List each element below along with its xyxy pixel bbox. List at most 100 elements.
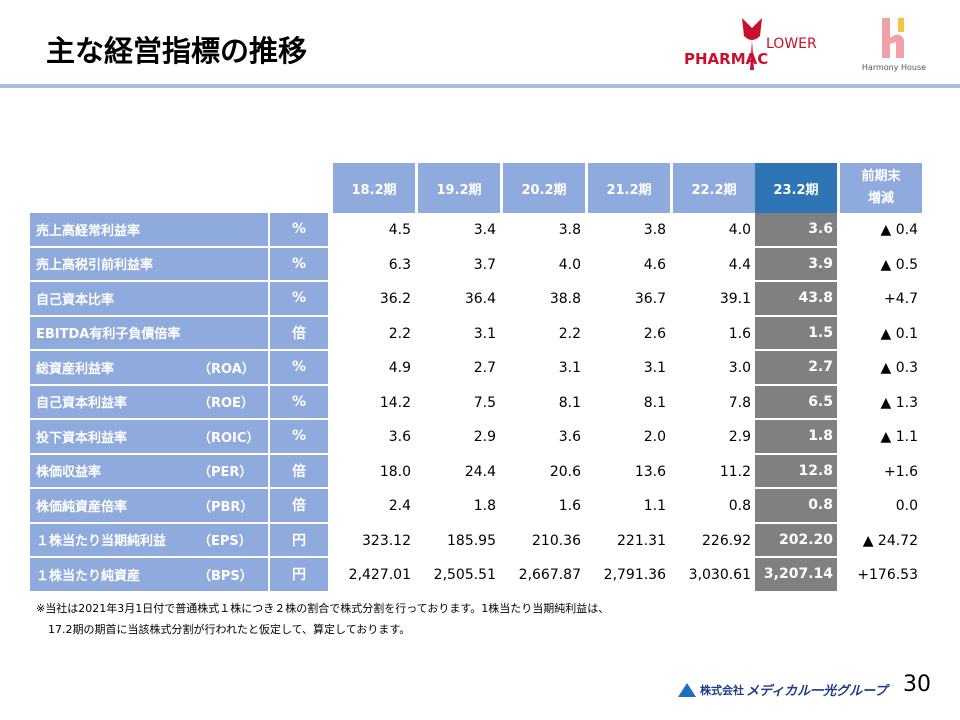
header-line: 増減 — [867, 191, 894, 206]
column-header: 22.2期 — [673, 163, 755, 213]
value-cell: 24.4 — [464, 463, 496, 480]
unit: % — [268, 282, 328, 317]
change-cell: ▲ 0.1 — [880, 325, 918, 342]
value-cell: 36.2 — [379, 291, 411, 308]
unit: 倍 — [268, 316, 328, 351]
column-header: 前期末 増減 — [840, 163, 922, 213]
value-cell: 2.0 — [643, 429, 666, 446]
label-abbr: （EPS） — [198, 534, 252, 550]
value-cell: 3.1 — [558, 360, 581, 377]
change-cell: ▲ 0.4 — [880, 222, 918, 239]
label-text: 投下資本利益率 — [36, 430, 128, 446]
change-cell: +4.7 — [884, 291, 918, 308]
page-number: 30 — [903, 672, 931, 697]
value-cell: 6.5 — [755, 385, 837, 420]
value-cell: 4.0 — [558, 256, 581, 273]
value-cell: 14.2 — [379, 394, 411, 411]
value-cell: 2,505.51 — [433, 567, 496, 584]
company-name: メディカル一光グループ — [746, 684, 888, 699]
value-cell: 3,030.61 — [688, 567, 751, 584]
change-cell: +176.53 — [857, 567, 918, 584]
value-cell: 1.6 — [728, 325, 751, 342]
label-text: EBITDA有利子負債倍率 — [36, 327, 181, 343]
footnote-line: 17.2期の期首に当該株式分割が行われたと仮定して、算定しております。 — [48, 623, 411, 636]
value-cell: 202.20 — [755, 523, 837, 558]
value-cell: 2.2 — [558, 325, 581, 342]
value-cell: 185.95 — [447, 532, 496, 549]
label-abbr: （ROE） — [198, 396, 254, 412]
value-cell: 2.6 — [643, 325, 666, 342]
label-abbr: （ROIC） — [198, 430, 260, 446]
value-cell: 210.36 — [532, 532, 581, 549]
value-cell: 4.5 — [388, 222, 411, 239]
value-cell: 226.92 — [702, 532, 751, 549]
footnote-line: ※当社は2021年3月1日付で普通株式１株につき２株の割合で株式分割を行っており… — [36, 602, 610, 615]
company-prefix: 株式会社 — [700, 683, 744, 697]
label-text: 総資産利益率 — [36, 361, 115, 377]
pharmaclower-logo: PHARMAC LOWER — [684, 18, 817, 70]
value-cell: 2.4 — [388, 498, 411, 515]
value-cell: 0.8 — [755, 489, 837, 524]
unit: 円 — [268, 523, 328, 558]
company-mark — [678, 682, 696, 697]
value-cell: 13.6 — [634, 463, 666, 480]
harmony-logo: Harmony House — [862, 18, 926, 72]
value-cell: 39.1 — [719, 291, 751, 308]
column-header: 21.2期 — [588, 163, 670, 213]
value-cell: 11.2 — [719, 463, 751, 480]
change-cell: ▲ 24.72 — [862, 532, 918, 549]
value-cell: 2.9 — [473, 429, 496, 446]
value-cell: 3.4 — [473, 222, 496, 239]
value-cell: 1.1 — [643, 498, 666, 515]
value-cell: 8.1 — [643, 394, 666, 411]
row-label: 投下資本利益率 （ROIC） — [30, 420, 268, 455]
value-cell: 36.4 — [464, 291, 496, 308]
row-label: 自己資本比率 — [30, 282, 268, 317]
unit: % — [268, 213, 328, 248]
label-text: １株当たり純資産 — [36, 568, 141, 584]
value-cell: 43.8 — [755, 282, 837, 317]
label-abbr: （BPS） — [198, 568, 253, 584]
row-label: １株当たり当期純利益 （EPS） — [30, 523, 268, 558]
value-cell: 7.5 — [473, 394, 496, 411]
value-cell: 7.8 — [728, 394, 751, 411]
value-cell: 3.1 — [643, 360, 666, 377]
value-cell: 3.6 — [558, 429, 581, 446]
unit: 円 — [268, 558, 328, 593]
value-cell: 8.1 — [558, 394, 581, 411]
value-cell: 2.7 — [473, 360, 496, 377]
value-cell: 3.7 — [473, 256, 496, 273]
label-text: 自己資本利益率 — [36, 396, 128, 412]
value-cell: 2.7 — [755, 351, 837, 386]
value-cell: 2,427.01 — [348, 567, 411, 584]
row-label: 株価純資産倍率 （PBR） — [30, 489, 268, 524]
value-cell: 3.9 — [755, 247, 837, 282]
label-text: 株価純資産倍率 — [36, 499, 128, 515]
label-text: １株当たり当期純利益 — [36, 534, 167, 550]
unit: % — [268, 420, 328, 455]
header-rule — [0, 84, 960, 88]
value-cell: 20.6 — [549, 463, 581, 480]
value-cell: 38.8 — [549, 291, 581, 308]
value-cell: 4.9 — [388, 360, 411, 377]
value-cell: 3.6 — [388, 429, 411, 446]
row-label: 株価収益率 （PER） — [30, 454, 268, 489]
value-cell: 1.6 — [558, 498, 581, 515]
unit: % — [268, 385, 328, 420]
row-label: 自己資本利益率 （ROE） — [30, 385, 268, 420]
label-abbr: （PBR） — [198, 499, 254, 515]
unit: 倍 — [268, 454, 328, 489]
change-cell: ▲ 1.1 — [880, 429, 918, 446]
value-cell: 12.8 — [755, 454, 837, 489]
logo-text: Harmony House — [862, 63, 926, 72]
value-cell: 1.8 — [755, 420, 837, 455]
value-cell: 6.3 — [388, 256, 411, 273]
value-cell: 3.0 — [728, 360, 751, 377]
company-logo: 株式会社 メディカル一光グループ — [678, 680, 887, 699]
row-label: 売上高税引前利益率 — [30, 247, 268, 282]
value-cell: 4.0 — [728, 222, 751, 239]
change-cell: ▲ 1.3 — [880, 394, 918, 411]
value-cell: 3.6 — [755, 213, 837, 248]
row-label: EBITDA有利子負債倍率 — [30, 316, 268, 351]
